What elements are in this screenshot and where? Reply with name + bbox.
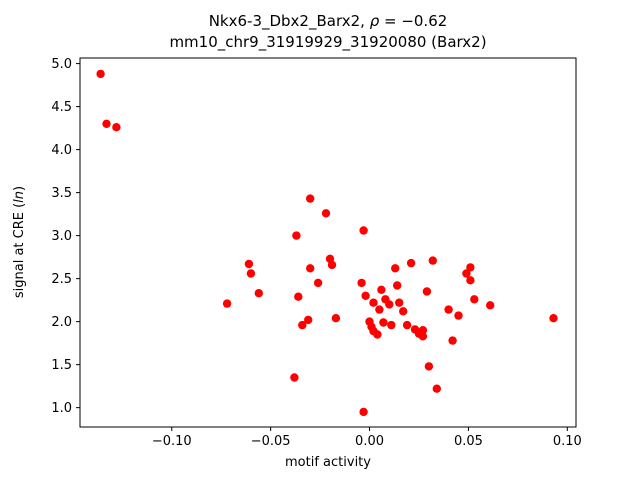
data-point <box>486 301 495 310</box>
x-tick-label: −0.05 <box>251 434 291 449</box>
data-point <box>387 320 396 330</box>
y-tick-label: 5.0 <box>51 57 72 72</box>
rho-symbol: ρ <box>370 12 380 30</box>
data-point <box>466 263 475 272</box>
data-point <box>406 258 416 268</box>
x-axis-label: motif activity <box>285 455 371 470</box>
data-point <box>432 384 441 393</box>
y-tick-label: 3.0 <box>51 229 72 244</box>
x-tick-label: 0.05 <box>454 434 483 449</box>
data-point <box>306 264 315 273</box>
data-point <box>292 231 301 240</box>
data-point <box>454 311 463 320</box>
data-point <box>418 326 428 335</box>
data-point <box>448 336 457 345</box>
data-point <box>395 298 404 307</box>
data-point <box>444 305 453 314</box>
data-point <box>331 314 341 323</box>
data-point <box>359 226 368 235</box>
data-point <box>391 264 400 273</box>
y-tick-label: 1.5 <box>51 358 72 373</box>
data-point <box>321 209 331 218</box>
data-point <box>313 278 323 288</box>
data-point <box>393 281 402 290</box>
data-point <box>402 320 412 330</box>
data-point <box>306 194 315 203</box>
y-tick-label: 2.5 <box>51 272 72 287</box>
y-tick-label: 1.0 <box>51 401 72 416</box>
data-point <box>466 276 475 285</box>
y-tick-label: 4.0 <box>51 143 72 158</box>
x-tick-label: 0.10 <box>553 434 582 449</box>
data-point <box>327 260 337 270</box>
x-axis-ticks: −0.10 −0.05 0.00 0.05 0.10 <box>152 427 582 449</box>
data-point <box>373 330 382 339</box>
data-point <box>102 119 111 128</box>
data-point <box>290 373 299 382</box>
data-point <box>246 269 256 278</box>
y-tick-label: 3.5 <box>51 186 72 201</box>
data-point <box>244 259 254 269</box>
y-tick-label: 2.0 <box>51 315 72 330</box>
data-point <box>294 292 303 301</box>
ln-symbol: ln <box>12 191 27 203</box>
plot-title-line1: Nkx6-3_Dbx2_Barx2, ρ = −0.62 <box>209 12 448 31</box>
data-point <box>359 407 368 417</box>
data-point <box>361 291 370 300</box>
x-tick-label: −0.10 <box>152 434 192 449</box>
y-axis-ticks: 1.0 1.5 2.0 2.5 3.0 3.5 4.0 4.5 5.0 <box>51 57 80 416</box>
data-point <box>424 362 434 371</box>
plot-title-line2: mm10_chr9_31919929_31920080 (Barx2) <box>169 33 486 52</box>
data-point <box>462 269 471 278</box>
data-point <box>254 289 263 298</box>
data-point <box>379 318 388 327</box>
data-point <box>385 300 394 309</box>
data-point <box>422 287 432 296</box>
data-point <box>428 256 437 265</box>
data-point <box>298 320 307 330</box>
data-point <box>369 298 378 307</box>
data-point <box>399 307 408 316</box>
y-tick-label: 4.5 <box>51 100 72 115</box>
data-point <box>377 285 386 294</box>
data-point <box>375 305 384 314</box>
data-point <box>470 295 479 304</box>
data-point <box>357 278 366 288</box>
data-point <box>112 123 121 132</box>
data-point <box>222 299 232 308</box>
data-point <box>418 332 428 341</box>
data-point <box>96 69 105 79</box>
axes-frame <box>79 57 577 428</box>
x-tick-label: 0.00 <box>355 434 384 449</box>
y-axis-label: signal at CRE (ln) <box>12 186 27 298</box>
data-point <box>304 315 313 325</box>
scatter-points <box>96 69 558 417</box>
data-point <box>549 314 558 323</box>
